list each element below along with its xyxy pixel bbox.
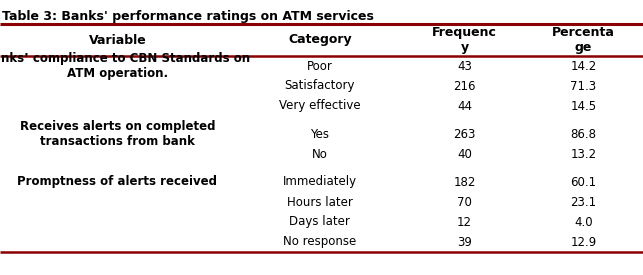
Text: 4.0: 4.0 <box>574 216 593 229</box>
Text: 14.5: 14.5 <box>570 100 597 112</box>
Text: Category: Category <box>288 34 352 46</box>
Text: 23.1: 23.1 <box>570 196 597 208</box>
Text: No: No <box>312 147 328 161</box>
Text: Receives alerts on completed
transactions from bank: Receives alerts on completed transaction… <box>19 120 215 148</box>
Text: 70: 70 <box>457 196 472 208</box>
Text: 86.8: 86.8 <box>570 128 597 141</box>
Text: Frequenc
y: Frequenc y <box>432 26 497 54</box>
Text: Days later: Days later <box>289 216 350 229</box>
Text: 216: 216 <box>453 79 476 92</box>
Text: Variable: Variable <box>89 34 146 46</box>
Text: Very effective: Very effective <box>279 100 361 112</box>
Text: 39: 39 <box>457 235 472 249</box>
Text: 182: 182 <box>453 175 476 188</box>
Text: 40: 40 <box>457 147 472 161</box>
Text: 12: 12 <box>457 216 472 229</box>
Text: 43: 43 <box>457 59 472 73</box>
Text: 12.9: 12.9 <box>570 235 597 249</box>
Text: Banks’ compliance to CBN Standards on
ATM operation.: Banks’ compliance to CBN Standards on AT… <box>0 52 250 80</box>
Text: Percenta
ge: Percenta ge <box>552 26 615 54</box>
Text: Table 3: Banks' performance ratings on ATM services: Table 3: Banks' performance ratings on A… <box>2 10 374 23</box>
Text: 60.1: 60.1 <box>570 175 597 188</box>
Text: Immediately: Immediately <box>283 175 357 188</box>
Text: No response: No response <box>284 235 356 249</box>
Text: Promptness of alerts received: Promptness of alerts received <box>17 175 217 188</box>
Text: Yes: Yes <box>311 128 329 141</box>
Text: 44: 44 <box>457 100 472 112</box>
Text: 71.3: 71.3 <box>570 79 597 92</box>
Text: 14.2: 14.2 <box>570 59 597 73</box>
Text: 13.2: 13.2 <box>570 147 597 161</box>
Text: Hours later: Hours later <box>287 196 353 208</box>
Text: Poor: Poor <box>307 59 333 73</box>
Text: 263: 263 <box>453 128 476 141</box>
Text: Satisfactory: Satisfactory <box>285 79 355 92</box>
